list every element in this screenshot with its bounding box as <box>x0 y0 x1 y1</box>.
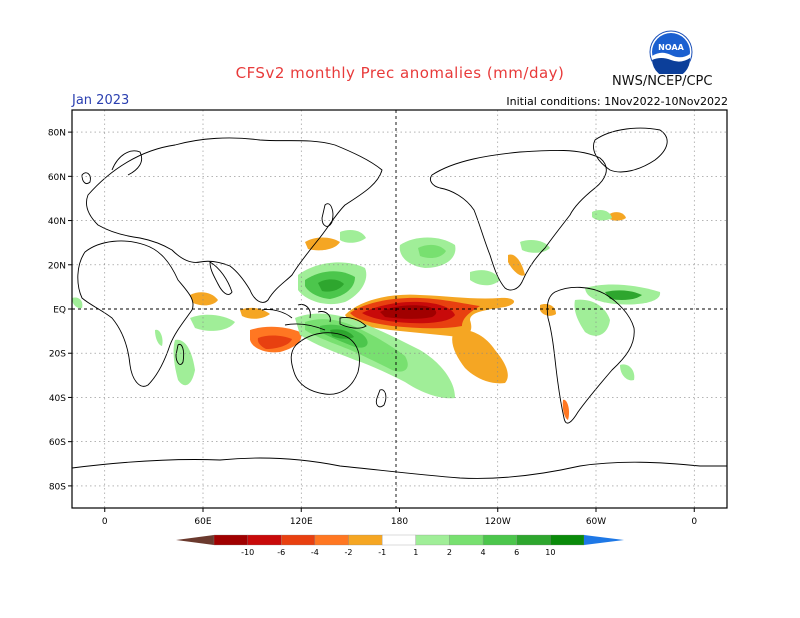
dry-anomaly-region <box>257 335 292 349</box>
island-uk <box>81 172 91 185</box>
continent-north-america <box>429 149 607 291</box>
coastlines <box>72 127 727 479</box>
colorbar-swatch <box>415 534 450 546</box>
wet-anomaly-region <box>72 297 83 309</box>
continent-eurasia <box>86 137 383 303</box>
lat-tick-label: 60S <box>49 438 66 448</box>
region-india <box>209 261 233 295</box>
lat-tick-label: EQ <box>53 306 66 316</box>
wet-anomaly-region <box>340 230 366 243</box>
lon-tick-label: 60W <box>586 517 606 527</box>
lon-tick-label: 60E <box>194 517 211 527</box>
lat-tick-label: 60N <box>48 173 66 183</box>
colorbar-swatch <box>281 534 316 546</box>
dry-anomaly-region <box>452 329 508 384</box>
wet-anomaly-region <box>605 290 642 300</box>
continent-south-america <box>546 286 635 424</box>
continent-australia <box>290 332 360 395</box>
islands-indonesia <box>261 304 331 331</box>
lat-tick-label: 20S <box>49 350 66 360</box>
latitude-labels: 80N 60N 40N 20N EQ 20S 40S 60S 80S <box>48 129 72 492</box>
graticule <box>72 110 727 508</box>
dry-anomaly-region <box>508 254 525 276</box>
anomaly-layer <box>72 210 661 420</box>
wet-anomaly-region <box>620 364 635 381</box>
island-new-zealand <box>375 389 387 408</box>
wet-anomaly-region <box>190 314 235 331</box>
noaa-logo-icon: NOAA <box>649 30 693 79</box>
colorbar: -10 -6 -4 -2 -1 1 2 4 6 10 <box>176 534 624 557</box>
wet-anomaly-region <box>418 244 446 259</box>
island-greenland <box>593 127 668 173</box>
colorbar-label: 6 <box>514 548 519 557</box>
colorbar-label: -1 <box>378 548 386 557</box>
dry-anomaly-region <box>190 292 218 306</box>
colorbar-label: 10 <box>545 548 555 557</box>
colorbar-swatch <box>382 534 416 546</box>
continent-antarctica <box>72 457 727 479</box>
colorbar-label: 2 <box>447 548 452 557</box>
continent-africa <box>77 240 194 387</box>
forecast-period: Jan 2023 <box>72 93 130 108</box>
lon-tick-label: 120W <box>485 517 511 527</box>
island-new-guinea <box>339 317 367 329</box>
colorbar-swatch <box>482 534 517 546</box>
colorbar-label: -10 <box>241 548 254 557</box>
wet-anomaly-region <box>520 240 550 253</box>
colorbar-label: 1 <box>413 548 418 557</box>
lat-tick-label: 80S <box>49 482 66 492</box>
initial-conditions: Initial conditions: 1Nov2022-10Nov2022 <box>506 95 728 108</box>
lat-tick-label: 20N <box>48 261 66 271</box>
agency-label: NWS/NCEP/CPC <box>612 74 713 89</box>
wet-anomaly-region <box>155 329 163 346</box>
region-scandinavia <box>111 150 143 176</box>
island-madagascar <box>175 343 185 365</box>
wet-anomaly-region <box>173 339 195 386</box>
island-japan <box>321 203 334 227</box>
lon-tick-label: 180 <box>391 517 408 527</box>
colorbar-label: -4 <box>311 548 319 557</box>
wet-anomaly-region <box>318 279 344 292</box>
colorbar-arrow-left <box>176 535 214 545</box>
colorbar-swatch <box>516 534 551 546</box>
dry-anomaly-region <box>240 307 270 319</box>
dry-anomaly-region <box>562 399 570 420</box>
dry-anomaly-region <box>608 212 626 221</box>
colorbar-swatch <box>213 534 248 546</box>
lon-tick-label: 0 <box>102 517 108 527</box>
wet-anomaly-region <box>574 299 610 336</box>
wet-anomaly-region <box>470 270 500 286</box>
lat-tick-label: 40N <box>48 217 66 227</box>
colorbar-swatch <box>550 534 585 546</box>
logo-text: NOAA <box>658 43 684 52</box>
dry-anomaly-region <box>540 304 556 316</box>
longitude-labels: 0 60E 120E 180 120W 60W 0 <box>102 508 697 527</box>
colorbar-arrow-right <box>584 535 624 545</box>
colorbar-swatch <box>247 534 282 546</box>
colorbar-label: 4 <box>481 548 486 557</box>
page-title: CFSv2 monthly Prec anomalies (mm/day) <box>235 64 565 82</box>
lon-tick-label: 0 <box>691 517 697 527</box>
lat-tick-label: 80N <box>48 129 66 139</box>
lat-tick-label: 40S <box>49 394 66 404</box>
lon-tick-label: 120E <box>290 517 313 527</box>
wet-anomaly-region <box>592 210 612 221</box>
dry-anomaly-region <box>305 237 340 251</box>
colorbar-label: -2 <box>345 548 353 557</box>
colorbar-label: -6 <box>277 548 285 557</box>
colorbar-swatch <box>348 534 383 546</box>
colorbar-swatch <box>449 534 484 546</box>
colorbar-swatch <box>314 534 349 546</box>
wet-anomaly-region <box>330 329 354 339</box>
